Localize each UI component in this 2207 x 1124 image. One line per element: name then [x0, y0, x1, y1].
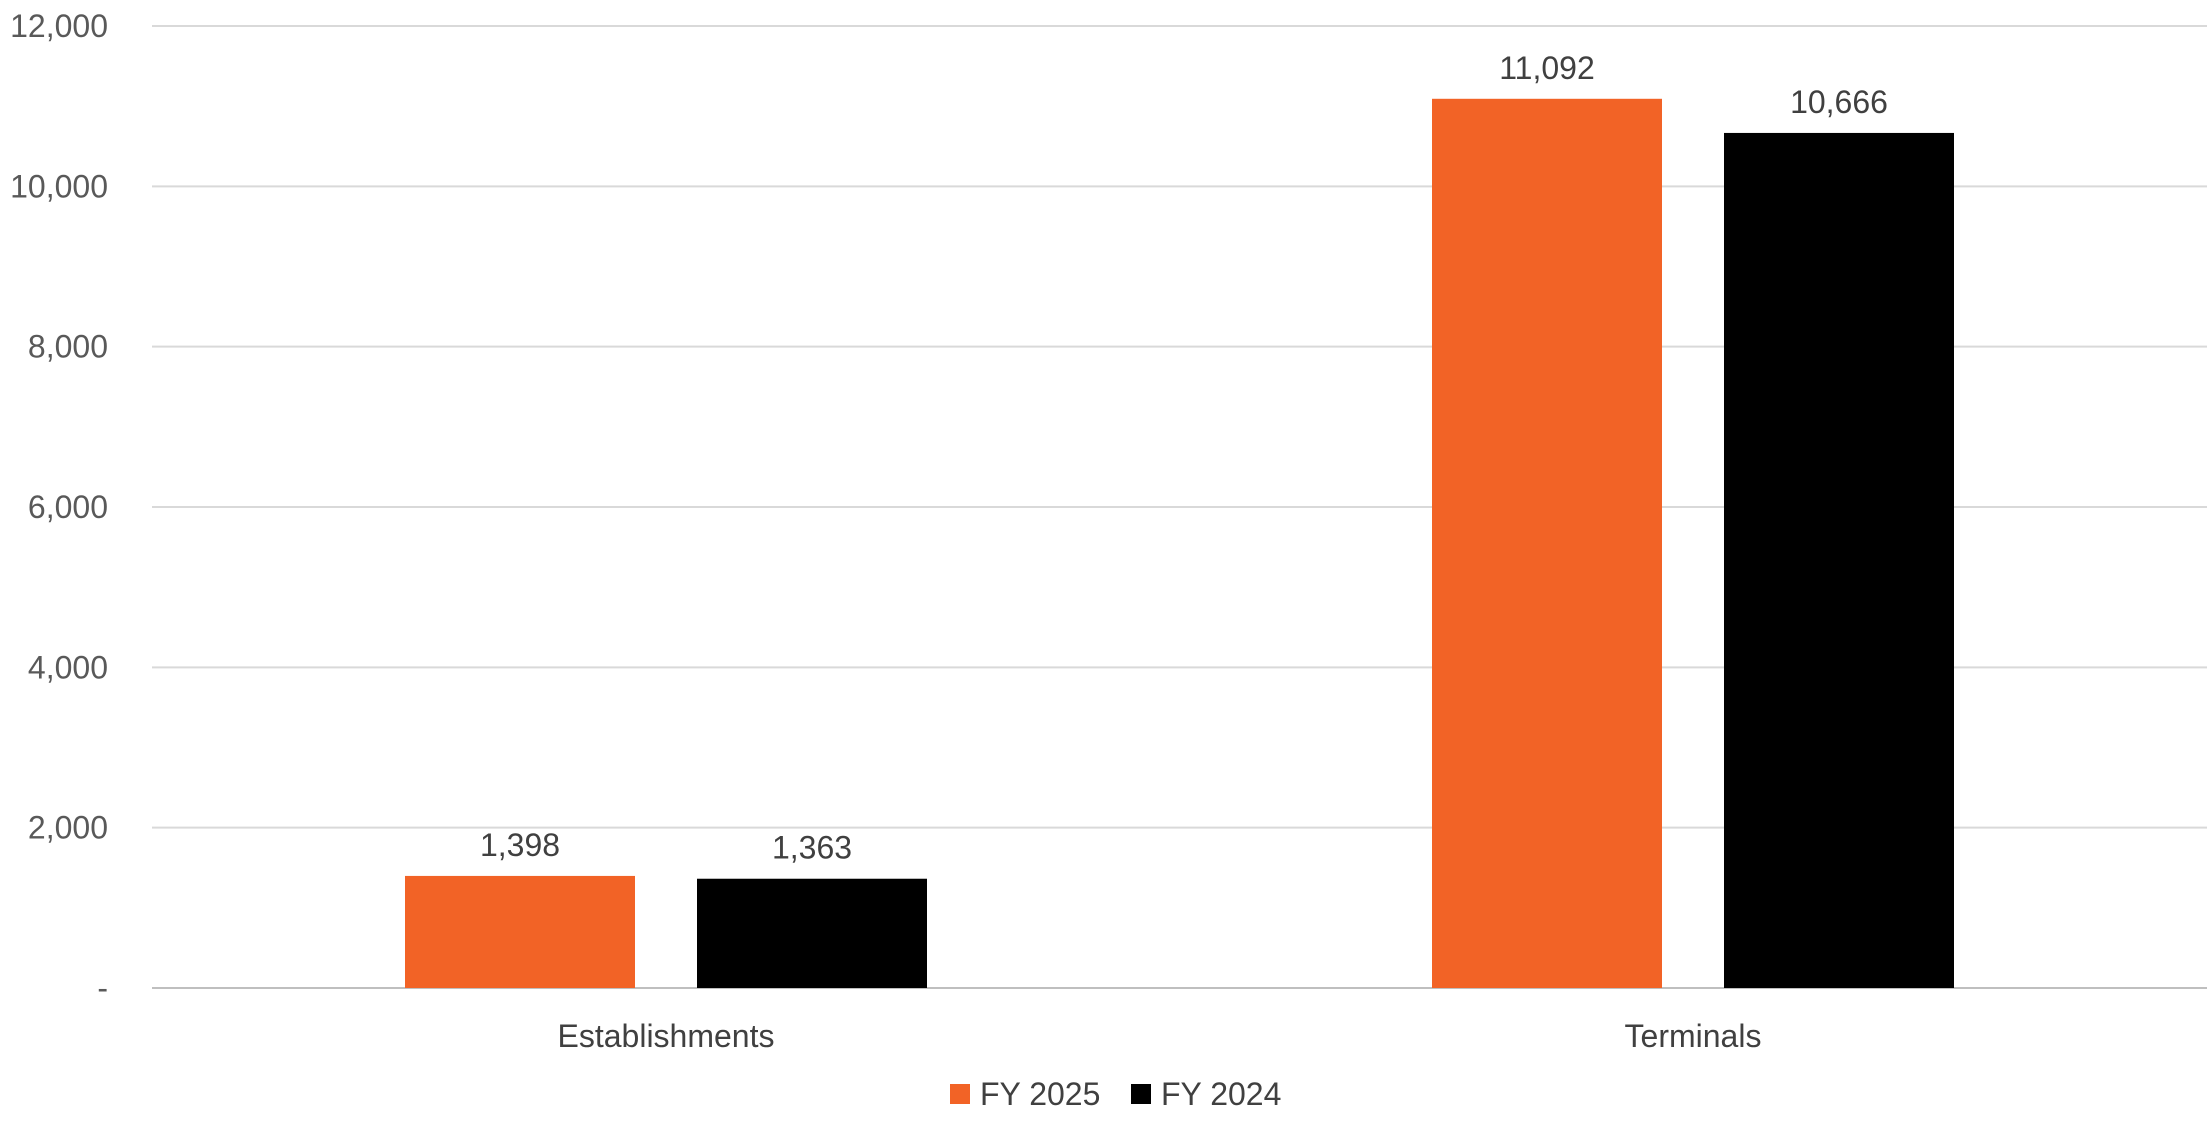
data-label: 1,398	[480, 827, 560, 863]
category-label: Terminals	[1625, 1018, 1762, 1054]
category-label: Establishments	[558, 1018, 775, 1054]
y-axis-tick-labels: - 2,000 4,000 6,000 8,000 10,000 12,000	[10, 8, 108, 1006]
bar-terminals-fy-2025	[1432, 98, 1662, 989]
y-tick-label: 12,000	[10, 8, 108, 44]
y-tick-label: 2,000	[28, 810, 108, 846]
bar-establishments-fy-2025	[405, 875, 635, 988]
legend-label: FY 2024	[1161, 1076, 1281, 1112]
y-tick-label: -	[97, 970, 108, 1006]
data-label: 1,363	[772, 830, 852, 866]
bar-terminals-fy-2024	[1724, 132, 1954, 989]
legend-swatch	[950, 1084, 970, 1104]
legend-swatch	[1131, 1084, 1151, 1104]
data-label: 10,666	[1790, 84, 1888, 120]
data-label: 11,092	[1499, 50, 1595, 86]
legend-label: FY 2025	[980, 1076, 1100, 1112]
y-tick-label: 8,000	[28, 329, 108, 365]
bar-establishments-fy-2024	[697, 878, 927, 988]
y-tick-label: 6,000	[28, 489, 108, 525]
legend: FY 2025 FY 2024	[950, 1076, 1281, 1112]
y-tick-label: 4,000	[28, 649, 108, 685]
bars	[405, 98, 1954, 989]
gridlines	[152, 25, 2207, 989]
y-tick-label: 10,000	[10, 168, 108, 204]
data-labels: 1,398 1,363 11,092 10,666	[480, 50, 1888, 866]
x-axis-category-labels: Establishments Terminals	[558, 1018, 1762, 1054]
